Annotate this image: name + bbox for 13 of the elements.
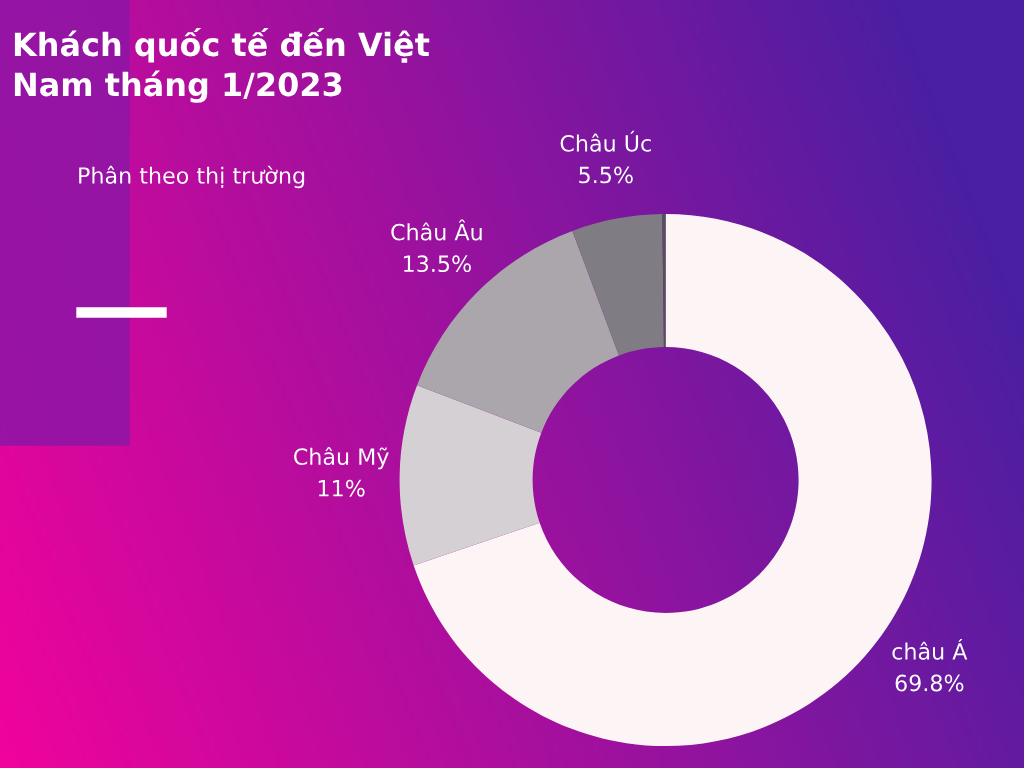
donut-slice <box>399 385 542 566</box>
donut-slice <box>662 214 666 348</box>
donut-slice <box>572 214 664 356</box>
data-label: 69.8% <box>895 674 964 692</box>
slice-label: Châu Úc <box>560 130 651 152</box>
slice-label: Châu Âu <box>391 219 482 241</box>
text: Phân theo thị trường <box>79 165 305 189</box>
data-label: 5.5% <box>579 166 633 184</box>
slice-label: châu Á <box>892 638 968 660</box>
data-label: 13.5% <box>404 255 471 273</box>
data-label: 11% <box>318 479 365 497</box>
chart-title: Khách quốc tế đến Việt Nam tháng 1/2023 <box>14 28 430 103</box>
slice-label: Châu Mỹ <box>294 446 389 470</box>
